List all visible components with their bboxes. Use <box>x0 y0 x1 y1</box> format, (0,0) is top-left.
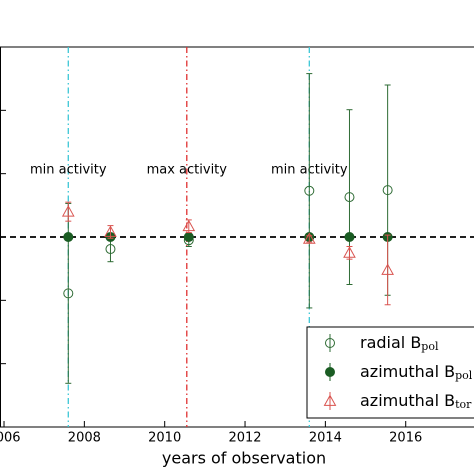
marker <box>382 185 393 196</box>
marker <box>304 185 315 196</box>
annotation: min activity <box>30 162 107 177</box>
legend-subscript: pol <box>455 369 473 382</box>
legend-subscript: tor <box>455 398 472 411</box>
legend-marker <box>325 338 335 348</box>
x-tick-label: 2006 <box>0 431 21 446</box>
marker <box>61 205 75 217</box>
marker <box>104 225 117 237</box>
legend-label: azimuthal Bpol <box>360 362 473 383</box>
legend-name: azimuthal B <box>360 391 455 410</box>
legend-marker <box>325 367 335 377</box>
x-tick-label: 2016 <box>389 431 422 446</box>
annotation: max activity <box>147 162 228 177</box>
marker <box>344 192 355 203</box>
legend-marker <box>323 394 337 406</box>
marker <box>105 244 116 255</box>
marker <box>183 232 194 242</box>
x-tick-label: 2012 <box>228 431 261 446</box>
marker <box>302 232 316 244</box>
legend-name: azimuthal B <box>360 362 455 381</box>
x-tick-label: 2008 <box>68 431 101 446</box>
marker <box>63 232 74 242</box>
legend-subscript: pol <box>421 340 439 353</box>
x-tick-label: 2014 <box>309 431 342 446</box>
marker <box>343 246 356 258</box>
legend-label: radial Bpol <box>360 333 439 354</box>
marker <box>182 219 196 232</box>
x-axis-label: years of observation <box>162 449 326 468</box>
marker <box>381 263 394 275</box>
marker <box>63 288 74 299</box>
x-tick-label: 2010 <box>148 431 181 446</box>
marker <box>344 232 355 242</box>
legend-label: azimuthal Btor <box>360 391 472 412</box>
legend-name: radial B <box>360 333 421 352</box>
